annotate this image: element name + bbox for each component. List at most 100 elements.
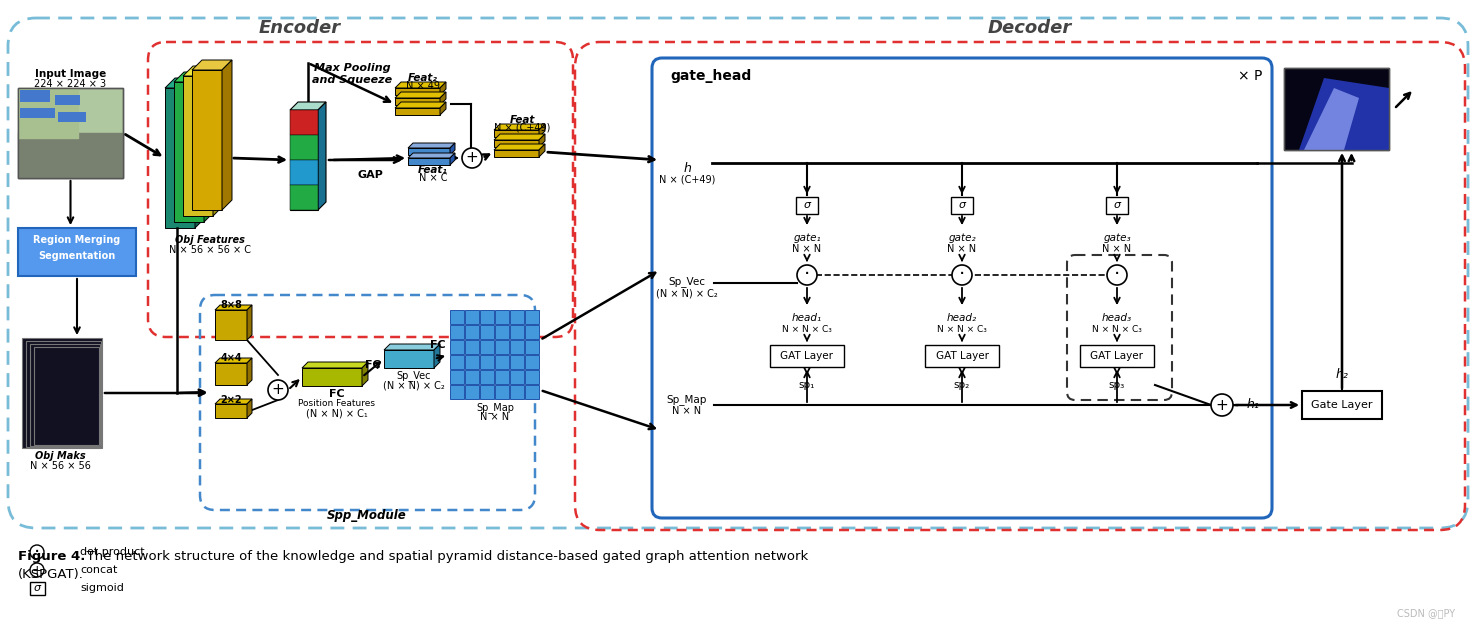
Polygon shape xyxy=(215,399,252,404)
Polygon shape xyxy=(318,102,326,210)
Polygon shape xyxy=(494,124,545,130)
Polygon shape xyxy=(222,60,232,210)
Polygon shape xyxy=(247,399,252,418)
Bar xyxy=(511,385,524,399)
Bar xyxy=(450,355,465,369)
Bar xyxy=(290,110,318,135)
Text: sp₁: sp₁ xyxy=(799,380,815,390)
Polygon shape xyxy=(302,362,369,368)
Polygon shape xyxy=(494,134,545,140)
Text: ·: · xyxy=(1114,265,1120,285)
Bar xyxy=(58,112,86,122)
Text: +: + xyxy=(1215,398,1228,413)
Text: head₂: head₂ xyxy=(947,313,977,323)
Polygon shape xyxy=(450,153,454,165)
Text: × P: × P xyxy=(1237,69,1262,83)
Text: concat: concat xyxy=(80,565,117,575)
Text: 4×4: 4×4 xyxy=(221,353,241,363)
Text: h: h xyxy=(684,162,691,174)
Text: Input Image: Input Image xyxy=(36,69,107,79)
Bar xyxy=(465,385,480,399)
Polygon shape xyxy=(192,60,232,70)
Polygon shape xyxy=(290,102,326,110)
Polygon shape xyxy=(290,110,318,210)
Text: N × 56 × 56: N × 56 × 56 xyxy=(30,461,90,471)
Polygon shape xyxy=(395,108,440,115)
Text: Position Features: Position Features xyxy=(299,399,376,409)
Text: σ: σ xyxy=(959,200,965,210)
Text: +: + xyxy=(272,382,284,398)
Text: N × C: N × C xyxy=(419,173,447,183)
Bar xyxy=(290,135,318,160)
Text: σ: σ xyxy=(34,583,40,593)
Text: N × N × C₃: N × N × C₃ xyxy=(937,325,987,334)
Text: N × (C+49): N × (C+49) xyxy=(494,123,551,133)
Circle shape xyxy=(1211,394,1233,416)
Polygon shape xyxy=(247,358,252,385)
Bar xyxy=(480,340,494,354)
Polygon shape xyxy=(363,362,369,386)
Bar xyxy=(952,196,972,214)
Text: σ: σ xyxy=(804,200,811,210)
Text: Spp_Module: Spp_Module xyxy=(327,508,407,522)
Text: gate_head: gate_head xyxy=(670,69,752,83)
Polygon shape xyxy=(434,344,440,368)
Bar xyxy=(450,370,465,384)
Text: N × 56 × 56 × C: N × 56 × 56 × C xyxy=(169,245,252,255)
Bar xyxy=(1285,68,1390,150)
Text: Region Merging: Region Merging xyxy=(34,235,121,245)
Bar xyxy=(34,347,99,445)
Text: N × N × C₃: N × N × C₃ xyxy=(781,325,832,334)
Text: Feat: Feat xyxy=(509,115,534,125)
Text: Feat₁: Feat₁ xyxy=(417,165,448,175)
Text: sp₂: sp₂ xyxy=(955,380,969,390)
Circle shape xyxy=(30,545,44,559)
Text: Max Pooling: Max Pooling xyxy=(314,63,391,73)
Polygon shape xyxy=(440,92,445,105)
Polygon shape xyxy=(494,150,539,157)
Polygon shape xyxy=(175,72,215,82)
Text: h₁: h₁ xyxy=(1248,399,1259,411)
Bar xyxy=(525,385,539,399)
Circle shape xyxy=(952,265,972,285)
Circle shape xyxy=(462,148,482,168)
Bar xyxy=(465,340,480,354)
Bar xyxy=(465,370,480,384)
Bar xyxy=(450,310,465,324)
Polygon shape xyxy=(247,305,252,340)
Bar xyxy=(1302,391,1382,419)
Polygon shape xyxy=(440,102,445,115)
Polygon shape xyxy=(192,70,222,210)
Polygon shape xyxy=(494,130,539,137)
Polygon shape xyxy=(408,148,450,155)
Polygon shape xyxy=(204,72,215,222)
Bar xyxy=(494,385,509,399)
Text: 2×2: 2×2 xyxy=(221,395,241,405)
Polygon shape xyxy=(184,66,223,76)
Text: gate₁: gate₁ xyxy=(793,233,821,243)
Text: FC: FC xyxy=(329,389,345,399)
Bar xyxy=(18,88,123,178)
Circle shape xyxy=(1107,265,1126,285)
Polygon shape xyxy=(383,344,440,350)
Polygon shape xyxy=(539,134,545,147)
Text: head₁: head₁ xyxy=(792,313,821,323)
Bar xyxy=(494,340,509,354)
Polygon shape xyxy=(1304,88,1359,150)
Text: Sp_Map: Sp_Map xyxy=(667,394,707,406)
Text: +: + xyxy=(466,150,478,166)
Text: (N × N) × C₂: (N × N) × C₂ xyxy=(383,380,445,390)
Text: Sp_Vec: Sp_Vec xyxy=(397,371,431,381)
Bar xyxy=(525,325,539,339)
Text: Sp_Map: Sp_Map xyxy=(477,403,514,413)
Bar xyxy=(1285,68,1390,150)
Text: GAP: GAP xyxy=(357,170,383,180)
Polygon shape xyxy=(539,144,545,157)
Text: N × N: N × N xyxy=(792,244,821,254)
Polygon shape xyxy=(395,92,445,98)
Text: GAT Layer: GAT Layer xyxy=(1091,351,1144,361)
Text: Feat₂: Feat₂ xyxy=(408,73,438,83)
Bar xyxy=(511,355,524,369)
Polygon shape xyxy=(195,78,206,228)
Bar xyxy=(55,95,80,105)
